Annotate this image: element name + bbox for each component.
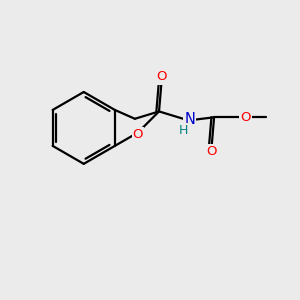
Text: O: O bbox=[133, 128, 143, 141]
Text: O: O bbox=[156, 70, 166, 83]
Text: O: O bbox=[240, 111, 250, 124]
Text: N: N bbox=[184, 112, 195, 127]
Text: O: O bbox=[206, 145, 217, 158]
Text: H: H bbox=[179, 124, 188, 137]
